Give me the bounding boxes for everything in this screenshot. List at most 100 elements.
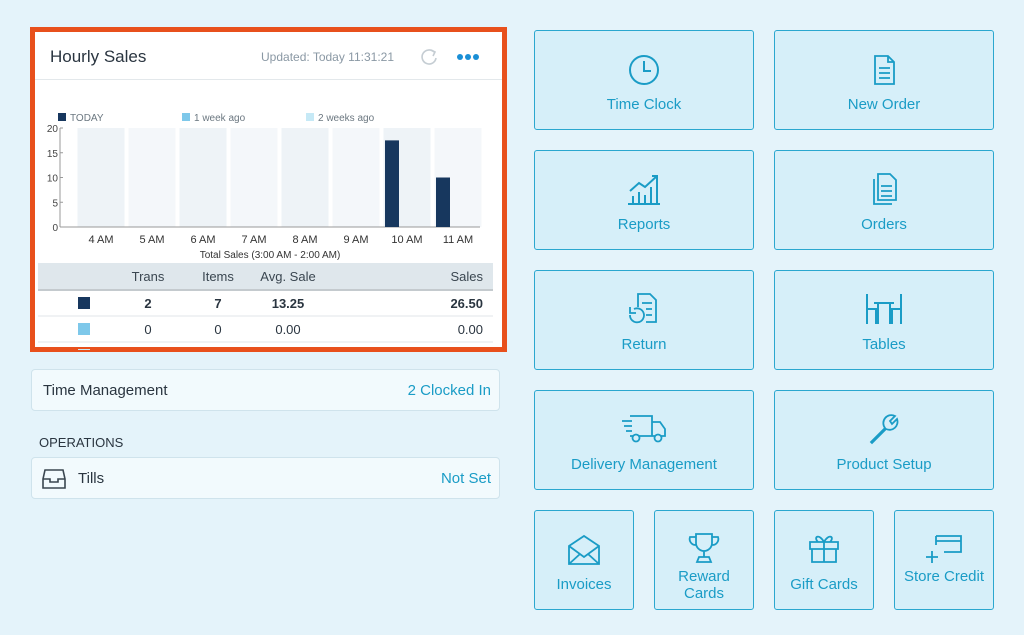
icon	[629, 293, 657, 324]
tile-reports[interactable]: Reports	[534, 150, 754, 250]
legend-swatch	[58, 113, 66, 121]
x-axis-title: Total Sales (3:00 AM - 2:00 AM)	[200, 250, 341, 261]
tile-invoices[interactable]: Invoices	[534, 510, 634, 610]
tile-label: Gift Cards	[790, 576, 858, 593]
plot-band	[128, 128, 176, 227]
table-cell: 0.00	[275, 322, 300, 337]
legend-label: 2 weeks ago	[318, 113, 375, 124]
table-cell: 7	[214, 296, 221, 311]
tile-label: Invoices	[556, 576, 612, 593]
legend-swatch	[182, 113, 190, 121]
icon	[866, 294, 902, 324]
y-tick-label: 0	[52, 223, 58, 234]
divider	[35, 79, 502, 80]
table-cell: 0	[144, 322, 151, 337]
card-title: Hourly Sales	[50, 47, 147, 66]
tills-status: Not Set	[440, 470, 491, 487]
icon	[809, 535, 839, 563]
tile-return[interactable]: Return	[534, 270, 754, 370]
icon	[873, 173, 897, 205]
table-cell: 26.50	[450, 296, 483, 311]
row-swatch	[78, 297, 90, 309]
column-header: Avg. Sale	[260, 269, 315, 284]
icon	[628, 175, 660, 205]
x-tick-label: 7 AM	[241, 234, 266, 246]
bar	[385, 140, 399, 227]
plot-band	[230, 128, 278, 227]
y-tick-label: 20	[47, 124, 59, 135]
tile-label: Tables	[862, 336, 906, 353]
icon	[874, 55, 895, 85]
tile-label: Product Setup	[836, 456, 932, 473]
tills-icon	[42, 469, 66, 489]
refresh-button[interactable]	[418, 46, 440, 68]
table-cell: 0	[214, 348, 221, 350]
table-cell: 0.00	[275, 348, 300, 350]
icon	[629, 55, 659, 85]
y-tick-label: 15	[47, 149, 59, 160]
tile-store-credit[interactable]: Store Credit	[894, 510, 994, 610]
tile-tables[interactable]: Tables	[774, 270, 994, 370]
bar	[436, 177, 450, 227]
updated-time: Updated: Today 11:31:21	[261, 50, 394, 64]
x-tick-label: 10 AM	[391, 234, 422, 246]
more-button[interactable]	[456, 51, 480, 63]
icon	[622, 415, 666, 443]
y-tick-label: 10	[47, 174, 59, 185]
tile-label: Delivery Management	[571, 456, 717, 473]
icon	[869, 414, 899, 445]
tile-label: Store Credit	[903, 568, 985, 585]
legend-label: 1 week ago	[194, 113, 246, 124]
tile-label: Reward Cards	[678, 568, 730, 602]
tile-label: Reports	[617, 216, 671, 233]
plot-band	[281, 128, 329, 227]
tile-reward-cards[interactable]: Reward Cards	[654, 510, 754, 610]
clocked-in-status: 2 Clocked In	[407, 382, 491, 399]
x-tick-label: 5 AM	[139, 234, 164, 246]
tile-product-setup[interactable]: Product Setup	[774, 390, 994, 490]
column-header: Items	[202, 269, 234, 284]
x-tick-label: 4 AM	[88, 234, 113, 246]
column-header: Sales	[450, 269, 483, 284]
row-swatch	[78, 323, 90, 335]
legend-swatch	[306, 113, 314, 121]
x-tick-label: 8 AM	[292, 234, 317, 246]
tile-label: Orders	[861, 216, 907, 233]
y-tick-label: 5	[52, 198, 58, 209]
table-cell: 0.00	[458, 348, 483, 350]
plot-band	[332, 128, 380, 227]
time-management-label: Time Management	[43, 382, 168, 399]
plot-band	[179, 128, 227, 227]
hourly-sales-card: Hourly Sales Updated: Today 11:31:21 TOD…	[30, 27, 507, 352]
table-cell: 0	[144, 348, 151, 350]
column-header: Trans	[132, 269, 165, 284]
tills-label: Tills	[78, 470, 105, 487]
icon	[926, 535, 962, 563]
icon	[688, 533, 720, 563]
tile-delivery-management[interactable]: Delivery Management	[534, 390, 754, 490]
tile-orders[interactable]: Orders	[774, 150, 994, 250]
tile-label: Return	[621, 336, 667, 353]
tile-new-order[interactable]: New Order	[774, 30, 994, 130]
x-tick-label: 6 AM	[190, 234, 215, 246]
tile-label: Time Clock	[606, 96, 682, 113]
tile-time-clock[interactable]: Time Clock	[534, 30, 754, 130]
legend-label: TODAY	[70, 113, 104, 124]
tills-row[interactable]: Tills Not Set	[31, 457, 500, 499]
icon	[568, 534, 600, 565]
row-swatch	[78, 349, 90, 350]
table-cell: 2	[144, 296, 151, 311]
table-cell: 0	[214, 322, 221, 337]
operations-heading: OPERATIONS	[39, 435, 124, 450]
tile-label: New Order	[847, 96, 921, 113]
table-header-bg	[38, 263, 493, 289]
table-cell: 13.25	[272, 296, 305, 311]
x-tick-label: 11 AM	[443, 234, 473, 246]
x-tick-label: 9 AM	[343, 234, 368, 246]
tile-gift-cards[interactable]: Gift Cards	[774, 510, 874, 610]
time-management-row[interactable]: Time Management 2 Clocked In	[31, 369, 500, 411]
plot-band	[77, 128, 125, 227]
table-cell: 0.00	[458, 322, 483, 337]
